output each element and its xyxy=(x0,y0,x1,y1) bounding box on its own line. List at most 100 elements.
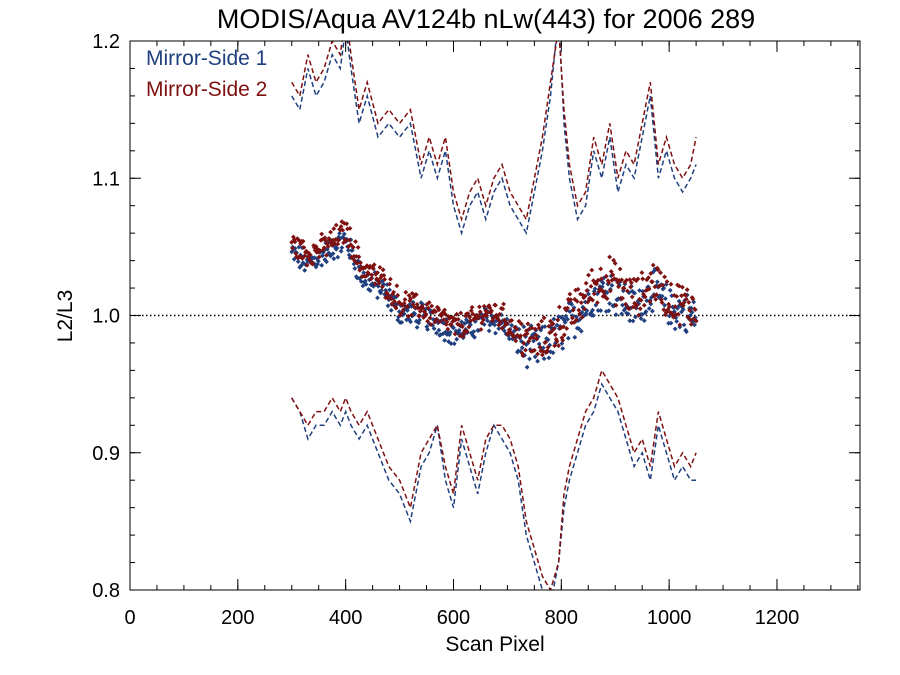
data-point xyxy=(523,347,528,353)
data-point xyxy=(684,296,689,302)
data-point xyxy=(461,330,467,336)
data-point xyxy=(472,334,477,340)
x-tick-label: 0 xyxy=(124,607,135,629)
data-point xyxy=(493,302,498,308)
data-point xyxy=(586,272,591,278)
data-point xyxy=(341,235,346,241)
data-point xyxy=(555,317,561,323)
data-point xyxy=(590,297,595,303)
data-point xyxy=(300,238,306,244)
data-point xyxy=(586,291,591,297)
chart-title: MODIS/Aqua AV124b nLw(443) for 2006 289 xyxy=(217,4,755,34)
data-point xyxy=(681,322,687,328)
data-point xyxy=(346,248,351,253)
data-point xyxy=(525,321,531,327)
data-point xyxy=(295,259,301,264)
data-point xyxy=(582,299,588,305)
data-point xyxy=(341,240,346,246)
data-point xyxy=(464,329,470,334)
data-point xyxy=(386,293,392,299)
data-point xyxy=(543,339,549,345)
data-point xyxy=(638,297,644,303)
data-point xyxy=(346,237,352,243)
data-point xyxy=(301,245,307,250)
data-point xyxy=(577,317,582,323)
data-point xyxy=(685,314,691,320)
data-point xyxy=(426,305,431,311)
data-point xyxy=(567,309,573,314)
data-point xyxy=(506,336,512,342)
data-point xyxy=(320,249,326,255)
data-point xyxy=(567,291,573,297)
data-point xyxy=(576,307,582,313)
data-point xyxy=(680,307,686,312)
data-point xyxy=(477,309,483,315)
data-point xyxy=(634,302,640,307)
data-point xyxy=(540,352,545,358)
data-point xyxy=(671,314,676,320)
data-point xyxy=(535,351,540,357)
data-point xyxy=(561,324,566,330)
data-point xyxy=(655,267,661,273)
data-point xyxy=(310,261,316,267)
data-point xyxy=(465,311,471,316)
data-point xyxy=(514,326,519,332)
series-1-upper-line xyxy=(291,41,697,236)
data-point xyxy=(451,325,456,331)
data-point xyxy=(339,245,345,250)
data-point xyxy=(539,318,544,324)
data-point xyxy=(584,288,590,293)
data-point xyxy=(489,308,494,314)
data-point xyxy=(628,284,633,290)
data-point xyxy=(691,299,697,305)
data-point xyxy=(594,281,599,287)
data-point xyxy=(406,293,412,298)
data-point xyxy=(363,273,369,279)
data-point xyxy=(663,296,668,301)
data-point xyxy=(537,344,543,350)
data-point xyxy=(609,283,615,288)
data-point xyxy=(350,244,356,250)
data-point xyxy=(341,231,347,237)
x-tick-label: 1000 xyxy=(647,607,692,629)
data-point xyxy=(630,304,636,310)
data-point xyxy=(632,290,637,296)
data-point xyxy=(675,282,680,288)
data-point xyxy=(354,260,360,266)
data-point xyxy=(604,296,610,301)
data-point xyxy=(391,289,396,295)
data-point xyxy=(688,322,694,327)
data-point xyxy=(499,325,505,331)
data-point xyxy=(550,321,556,327)
data-point xyxy=(601,289,607,295)
data-point xyxy=(532,347,537,353)
series-2-lower-line xyxy=(291,368,697,590)
data-point xyxy=(574,299,580,304)
data-point xyxy=(358,279,364,284)
data-point xyxy=(556,343,561,349)
data-point xyxy=(333,222,339,228)
data-point xyxy=(302,268,308,273)
data-point xyxy=(627,318,633,324)
data-point xyxy=(478,327,484,332)
data-point xyxy=(676,283,682,289)
data-point xyxy=(531,338,536,344)
data-point xyxy=(668,320,674,326)
data-point xyxy=(616,278,622,283)
data-point xyxy=(635,276,641,282)
data-point xyxy=(642,294,648,300)
data-point xyxy=(361,270,367,275)
data-point xyxy=(425,327,430,332)
data-point xyxy=(360,283,366,289)
data-point xyxy=(646,306,652,311)
data-point xyxy=(520,352,526,358)
data-point xyxy=(541,315,547,321)
data-point xyxy=(677,322,683,328)
data-point xyxy=(415,305,421,311)
data-point xyxy=(664,279,670,284)
data-point xyxy=(684,329,689,335)
data-point xyxy=(569,302,574,307)
data-point xyxy=(320,237,325,242)
data-point xyxy=(299,256,305,261)
data-point xyxy=(533,332,539,338)
